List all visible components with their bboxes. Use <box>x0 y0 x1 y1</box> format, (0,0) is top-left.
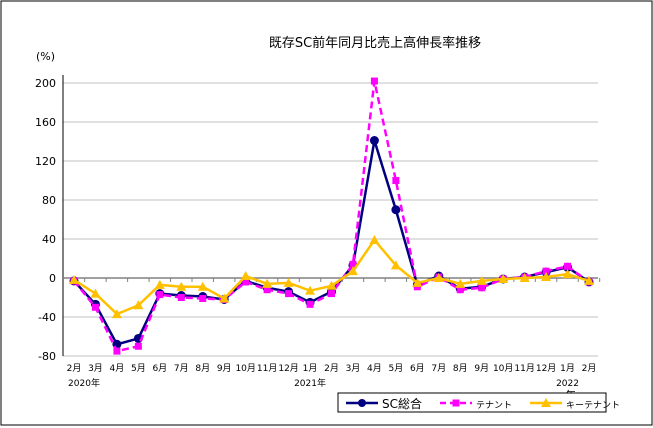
y-tick-label: 40 <box>42 233 56 246</box>
x-tick-label: 12月 <box>536 363 556 374</box>
x-tick-label: 3月 <box>88 363 103 374</box>
legend-marker <box>541 398 551 407</box>
x-tick-label: 11月 <box>514 363 534 374</box>
data-point <box>91 303 99 311</box>
x-tick-label: 9月 <box>474 363 489 374</box>
year-label: 2022 <box>556 379 579 389</box>
data-point <box>412 277 423 287</box>
data-point <box>219 293 230 303</box>
x-tick-label: 5月 <box>131 363 146 374</box>
data-point <box>476 275 487 285</box>
data-point <box>584 275 594 285</box>
y-tick-label: -80 <box>38 350 56 363</box>
y-tick-label: 200 <box>35 77 56 90</box>
legend-label: キーテナント <box>566 400 620 411</box>
x-tick-label: 6月 <box>410 363 425 374</box>
x-tick-label: 6月 <box>152 363 167 374</box>
x-tick-label: 5月 <box>389 363 404 374</box>
data-point <box>242 278 250 286</box>
data-point <box>133 300 144 310</box>
y-tick-label: 80 <box>42 194 56 207</box>
data-point <box>113 347 121 355</box>
data-point <box>564 262 572 270</box>
y-tick-label: -40 <box>38 311 56 324</box>
data-point <box>369 234 380 244</box>
data-point <box>478 284 486 292</box>
data-point <box>369 136 379 146</box>
data-point <box>370 77 378 85</box>
data-point <box>134 342 142 350</box>
data-point <box>90 288 101 298</box>
legend-marker <box>452 399 460 407</box>
y-axis-label: (%) <box>36 50 55 63</box>
data-point <box>156 291 164 299</box>
data-point <box>349 260 357 268</box>
data-point <box>347 266 358 276</box>
x-tick-label: 1月 <box>560 363 575 374</box>
data-point <box>392 177 400 184</box>
data-point <box>285 290 293 298</box>
legend-label: SC総合 <box>382 396 422 411</box>
data-point <box>283 277 294 287</box>
x-tick-label: 7月 <box>431 363 446 374</box>
data-point <box>541 272 552 282</box>
data-point <box>390 260 401 270</box>
data-point <box>199 294 207 302</box>
data-point <box>326 280 337 290</box>
data-point <box>498 273 509 283</box>
data-point <box>69 274 79 284</box>
data-point <box>456 286 464 294</box>
data-point <box>305 285 316 295</box>
x-tick-label: 11月 <box>257 363 277 374</box>
data-point <box>519 273 530 282</box>
data-point <box>176 281 187 291</box>
data-point <box>562 269 573 279</box>
data-point <box>542 267 550 275</box>
data-point <box>111 309 122 319</box>
x-tick-label: 1月 <box>303 363 318 374</box>
x-tick-label: 10月 <box>235 363 255 374</box>
y-tick-label: 160 <box>35 116 56 129</box>
x-tick-label: 12月 <box>278 363 298 374</box>
data-point <box>240 271 251 281</box>
data-point <box>197 281 208 291</box>
x-tick-label: 3月 <box>346 363 361 374</box>
data-point <box>262 278 273 288</box>
data-point <box>154 279 165 289</box>
y-tick-label: 120 <box>35 155 56 168</box>
y-tick-label: 0 <box>49 272 56 285</box>
data-point <box>263 286 271 294</box>
x-tick-label: 2月 <box>67 363 82 374</box>
x-tick-label: 7月 <box>174 363 189 374</box>
x-tick-label: 8月 <box>195 363 210 374</box>
x-tick-label: 2月 <box>582 363 597 374</box>
data-point <box>328 290 335 298</box>
x-tick-label: 4月 <box>367 363 382 374</box>
x-tick-label: 10月 <box>493 363 513 374</box>
data-point <box>433 273 444 282</box>
x-tick-label: 2月 <box>324 363 339 374</box>
legend-marker <box>358 399 366 407</box>
data-point <box>391 205 401 215</box>
data-point <box>306 300 314 308</box>
x-tick-label: 9月 <box>217 363 232 374</box>
data-point <box>177 294 185 301</box>
legend-label: テナント <box>476 400 512 411</box>
x-tick-label: 4月 <box>110 363 125 374</box>
year-label: 2020年 <box>68 377 100 389</box>
year-label: 2021年 <box>294 377 326 389</box>
chart-title: 既存SC前年同月比売上高伸長率推移 <box>269 35 481 51</box>
data-point <box>455 278 466 288</box>
x-tick-label: 8月 <box>453 363 468 374</box>
